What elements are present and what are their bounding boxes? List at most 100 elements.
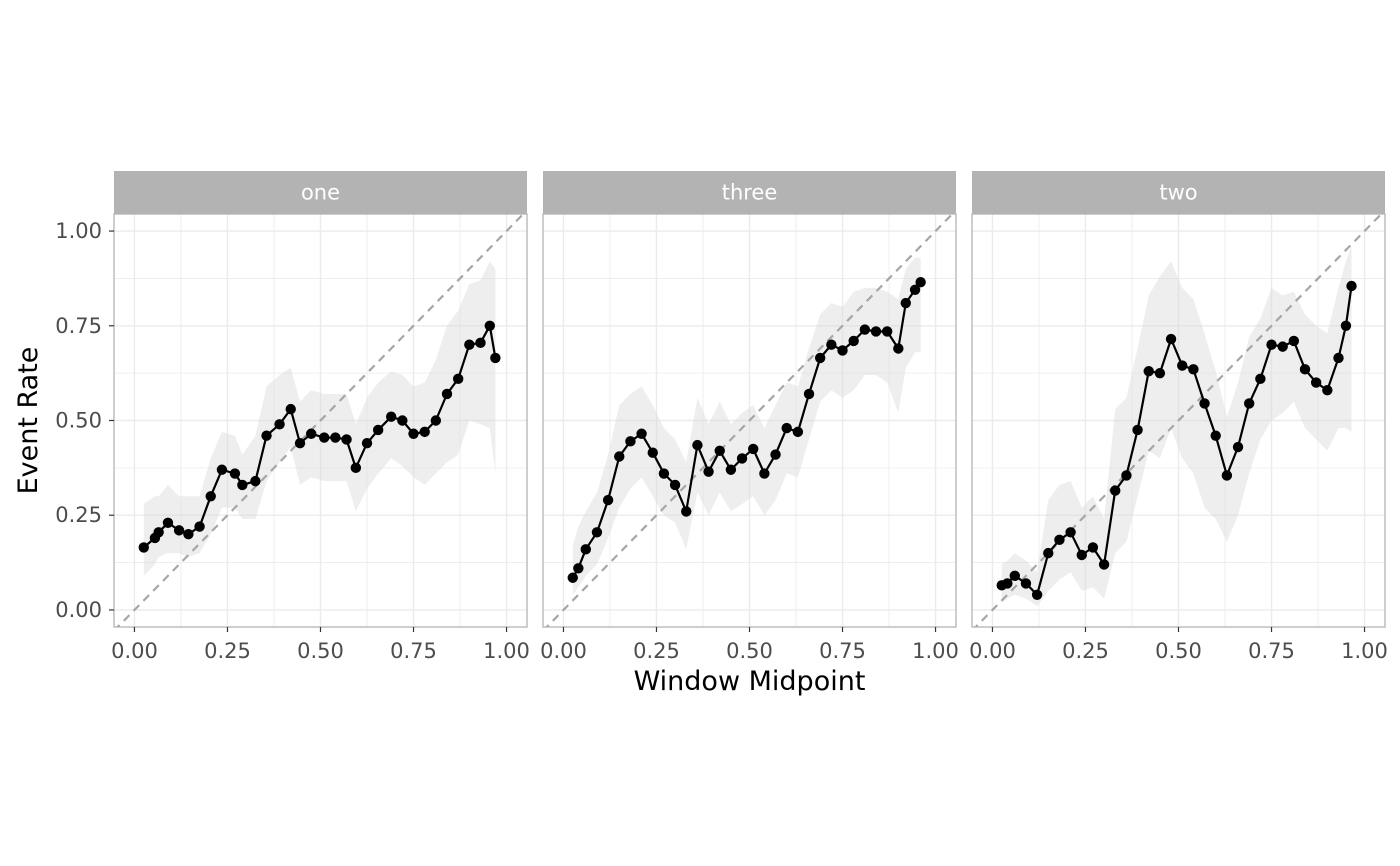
y-tick-label: 1.00 — [55, 219, 102, 243]
data-point — [1165, 333, 1177, 345]
data-point — [909, 284, 921, 295]
y-tick-label: 0.75 — [55, 314, 102, 338]
data-point — [452, 373, 464, 385]
data-point — [216, 464, 228, 475]
data-point — [1065, 527, 1076, 538]
data-point — [419, 426, 430, 438]
panel-plot-area — [545, 214, 954, 627]
data-point — [1132, 424, 1143, 436]
data-point — [759, 468, 770, 479]
x-tick-label: 0.25 — [1062, 639, 1109, 663]
data-point — [803, 388, 815, 400]
series-line — [143, 324, 497, 549]
data-point — [1346, 280, 1357, 292]
x-tick-label: 0.75 — [819, 639, 866, 663]
series-line — [1001, 285, 1353, 596]
data-point — [138, 542, 149, 553]
data-point — [1210, 430, 1221, 441]
data-point — [658, 468, 670, 479]
x-tick-label: 1.00 — [483, 639, 530, 663]
data-point — [1277, 341, 1288, 352]
data-point — [859, 324, 871, 335]
data-point — [703, 466, 714, 477]
data-point — [669, 479, 681, 491]
data-point — [1288, 335, 1300, 347]
x-tick-label: 0.00 — [969, 639, 1016, 663]
strip-one — [114, 171, 527, 214]
data-point — [350, 462, 362, 474]
y-tick-label: 0.50 — [55, 409, 102, 433]
data-point — [636, 428, 647, 439]
data-point — [826, 339, 837, 350]
reference-line — [974, 214, 1383, 627]
data-point — [1043, 547, 1054, 559]
data-point — [1322, 384, 1333, 396]
data-point — [319, 432, 330, 443]
data-point — [475, 337, 486, 349]
data-point — [1243, 398, 1255, 409]
data-point — [770, 449, 781, 460]
x-tick-label: 0.75 — [1248, 639, 1295, 663]
data-point — [602, 494, 614, 506]
data-point — [1098, 559, 1110, 570]
data-point — [285, 403, 296, 415]
data-point — [614, 451, 625, 462]
panel-three: three 0.00 0.25 0.50 0.75 1.00 — [540, 171, 959, 663]
data-point — [814, 352, 826, 364]
data-point — [441, 388, 453, 400]
data-point — [1121, 470, 1132, 481]
data-point — [748, 443, 759, 455]
data-point — [1154, 367, 1166, 379]
data-point — [173, 525, 185, 536]
data-point — [484, 320, 495, 331]
data-point — [900, 297, 911, 309]
data-point — [162, 517, 174, 529]
data-point — [183, 528, 194, 540]
panel-plot-area — [116, 214, 525, 627]
data-point — [1009, 570, 1020, 582]
strip-two — [972, 171, 1385, 214]
data-point — [893, 343, 904, 354]
strip-three — [543, 171, 956, 214]
data-point — [305, 428, 317, 439]
x-tick-label: 1.00 — [1341, 639, 1388, 663]
data-point — [1266, 339, 1277, 350]
panel-plot-area — [974, 214, 1383, 627]
data-point — [250, 475, 261, 487]
x-tick-label: 0.25 — [204, 639, 251, 663]
x-tick-label: 0.25 — [633, 639, 680, 663]
reference-line — [116, 214, 525, 627]
data-point — [1199, 398, 1210, 409]
strip-label-two: two — [1159, 181, 1197, 205]
series-line — [571, 281, 922, 579]
data-point — [1054, 534, 1065, 546]
data-point — [261, 430, 272, 441]
data-point — [1087, 542, 1099, 553]
x-tick-label: 0.00 — [540, 639, 587, 663]
data-point — [408, 428, 419, 439]
data-point — [1143, 366, 1154, 377]
panel-two: two 0.00 0.25 0.50 0.75 1.00 — [969, 171, 1388, 663]
data-point — [736, 453, 748, 464]
data-point — [1076, 549, 1087, 561]
data-point — [725, 464, 737, 475]
x-tick-label: 0.00 — [111, 639, 158, 663]
data-point — [205, 491, 216, 502]
strip-label-three: three — [722, 181, 778, 205]
confidence-ribbon — [1001, 246, 1352, 607]
data-point — [1177, 360, 1188, 371]
panel-one: one 0.00 0.25 0.50 0.75 1.00 0.00 0.25 0.50 0.75 1… — [55, 171, 530, 663]
strip-label-one: one — [301, 181, 340, 205]
x-tick-label: 1.00 — [912, 639, 959, 663]
data-point — [1002, 578, 1013, 589]
data-point — [681, 506, 692, 517]
data-point — [1110, 485, 1121, 496]
data-point — [1310, 377, 1322, 388]
data-point — [848, 335, 859, 347]
data-point — [647, 447, 658, 458]
data-point — [237, 479, 248, 491]
data-point — [1299, 364, 1311, 375]
data-point — [1255, 373, 1266, 385]
data-point — [294, 438, 306, 449]
